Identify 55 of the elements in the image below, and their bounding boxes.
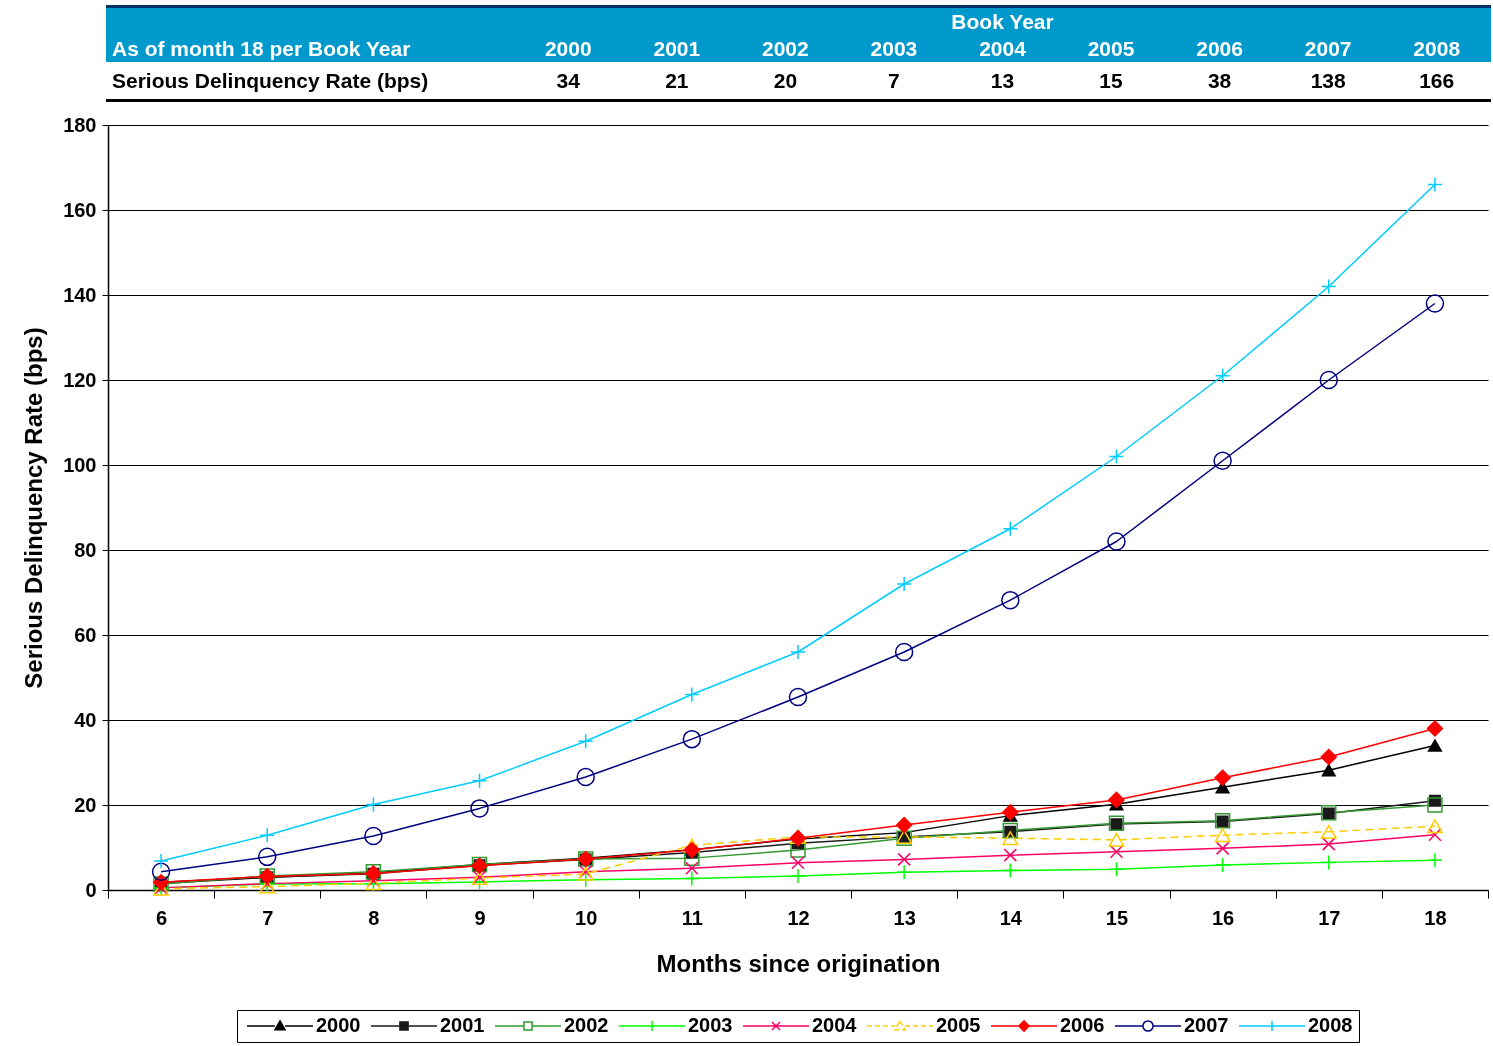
x-tick-label: 15 (1105, 906, 1129, 929)
x-tick-label: 17 (1318, 906, 1341, 929)
legend-label: 2000 (316, 1014, 361, 1036)
y-tick-label: 0 (85, 878, 97, 901)
legend-label: 2007 (1184, 1014, 1229, 1036)
text: 13 (989, 68, 1016, 94)
text: 20 (772, 68, 799, 94)
legend-label: 2005 (936, 1014, 981, 1036)
x-tick-label: 8 (368, 906, 380, 929)
text: Serious Delinquency Rate (bps) (111, 68, 430, 94)
x-axis-title: Months since origination (656, 949, 941, 977)
text: 2004 (979, 37, 1026, 60)
text: 2006 (1196, 37, 1243, 60)
text: As of month 18 per Book Year (111, 36, 412, 62)
y-tick-label: 80 (74, 538, 97, 561)
x-tick-label: 11 (681, 906, 703, 929)
y-tick-label: 100 (63, 453, 97, 476)
text: 7 (887, 68, 901, 94)
x-tick-label: 6 (156, 906, 168, 929)
text: 2005 (1087, 37, 1135, 60)
legend-label: 2008 (1308, 1014, 1353, 1036)
y-tick-label: 120 (63, 368, 97, 391)
text: 2001 (653, 37, 701, 60)
legend-label: 2003 (688, 1014, 733, 1036)
text: 166 (1418, 68, 1456, 94)
x-tick-label: 12 (787, 906, 810, 929)
y-tick-label: 40 (74, 708, 97, 731)
x-tick-label: 10 (575, 906, 598, 929)
legend-label: 2001 (440, 1014, 485, 1036)
text: 138 (1309, 68, 1347, 94)
y-tick-label: 180 (63, 113, 97, 136)
legend-label: 2002 (564, 1014, 609, 1036)
y-tick-label: 160 (63, 198, 97, 221)
y-tick-label: 20 (74, 793, 97, 816)
x-tick-label: 16 (1211, 906, 1235, 929)
x-tick-label: 7 (262, 906, 274, 929)
text: 38 (1206, 68, 1233, 94)
text: 2007 (1304, 37, 1352, 60)
legend-label: 2004 (812, 1014, 858, 1036)
y-tick-label: 60 (74, 623, 97, 646)
x-tick-label: 18 (1424, 906, 1447, 929)
y-tick-label: 140 (63, 283, 97, 306)
text: 2008 (1413, 37, 1461, 60)
text: 15 (1098, 68, 1124, 94)
text: Book Year (950, 9, 1055, 35)
x-tick-label: 14 (999, 906, 1023, 929)
legend-label: 2006 (1060, 1014, 1105, 1036)
text: 2003 (870, 37, 918, 60)
text: 34 (555, 68, 581, 94)
text: 21 (664, 68, 690, 94)
text: 2002 (762, 37, 809, 60)
x-tick-label: 13 (893, 906, 916, 929)
y-axis-title: Serious Delinquency Rate (bps) (20, 327, 48, 689)
x-tick-label: 9 (474, 906, 486, 929)
text: 2000 (544, 37, 592, 60)
